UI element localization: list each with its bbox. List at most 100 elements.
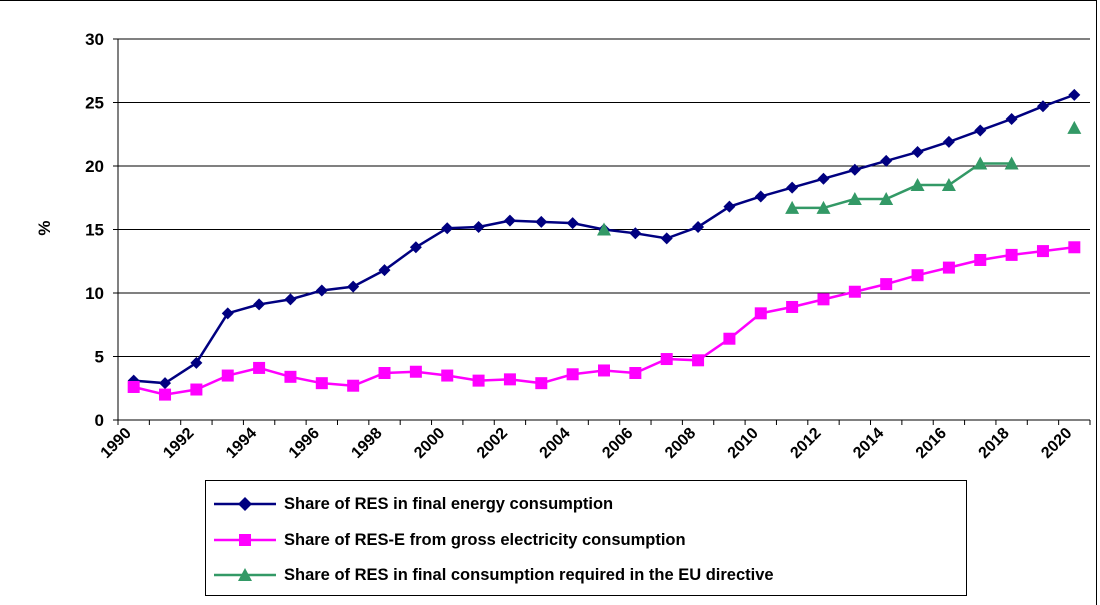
square-marker — [942, 261, 955, 274]
series-line-2 — [792, 162, 1012, 210]
diamond-marker — [786, 181, 799, 194]
y-tick-label: 30 — [85, 30, 104, 49]
diamond-marker — [754, 190, 767, 203]
x-tick-label: 2006 — [599, 425, 636, 462]
square-marker — [159, 388, 172, 401]
y-tick-label: 20 — [85, 157, 104, 176]
triangle-marker — [816, 200, 831, 214]
square-marker — [786, 300, 799, 313]
square-marker — [221, 369, 234, 382]
diamond-marker — [535, 215, 548, 228]
x-tick-label: 2014 — [850, 425, 887, 462]
square-marker — [754, 307, 767, 320]
legend-marker-triangle-icon — [214, 565, 276, 585]
x-tick-label: 1992 — [160, 425, 197, 462]
square-marker — [974, 253, 987, 266]
square-marker — [629, 367, 642, 380]
diamond-marker — [974, 124, 987, 137]
square-marker — [848, 285, 861, 298]
square-marker — [535, 377, 548, 390]
series-lines — [127, 88, 1082, 401]
triangle-marker — [597, 222, 611, 236]
square-marker — [817, 293, 830, 306]
legend-item-final-energy: Share of RES in final energy consumption — [206, 490, 613, 518]
x-tick-label: 2020 — [1038, 425, 1075, 462]
x-tick-label: 2016 — [913, 425, 950, 462]
triangle-marker — [1067, 120, 1082, 134]
diamond-marker — [911, 146, 924, 159]
y-tick-label: 25 — [85, 94, 104, 113]
x-tick-label: 2010 — [725, 425, 762, 462]
diamond-marker — [880, 154, 893, 167]
diamond-marker — [315, 284, 328, 297]
diamond-marker — [817, 172, 830, 185]
diamond-marker — [159, 377, 172, 390]
x-tick-label: 2002 — [474, 425, 511, 462]
diamond-marker — [1036, 100, 1049, 113]
diamond-marker — [284, 293, 297, 306]
square-marker — [692, 354, 705, 367]
y-axis-label: % — [35, 220, 54, 235]
square-marker — [441, 369, 454, 382]
diamond-marker — [441, 222, 454, 235]
gridlines — [118, 38, 1090, 357]
square-marker — [880, 278, 893, 291]
x-tick-label: 1994 — [223, 425, 260, 462]
diamond-marker — [378, 264, 391, 277]
square-marker — [1036, 245, 1049, 258]
y-tick-label: 5 — [95, 348, 104, 367]
diamond-marker — [660, 232, 673, 245]
diamond-marker — [1005, 113, 1018, 126]
square-marker — [409, 365, 422, 378]
triangle-marker — [941, 178, 956, 192]
y-tick-label: 0 — [95, 411, 104, 430]
diamond-marker — [190, 356, 203, 369]
diamond-marker — [723, 200, 736, 213]
x-tick-label: 2008 — [662, 425, 699, 462]
x-tick-label: 1998 — [348, 425, 385, 462]
legend-item-electricity: Share of RES-E from gross electricity co… — [206, 526, 686, 554]
triangle-marker — [1004, 156, 1019, 170]
legend-label: Share of RES in final energy consumption — [284, 494, 614, 513]
square-marker — [911, 269, 924, 282]
y-tick-label: 15 — [85, 221, 104, 240]
legend-label: Share of RES-E from gross electricity co… — [284, 530, 686, 549]
x-tick-label: 2018 — [976, 425, 1013, 462]
line-chart: 0 5 10 15 20 25 30 1990 1992 1994 1996 1998 2000 2002… — [35, 30, 1091, 462]
diamond-marker — [942, 135, 955, 148]
legend-item-eu-directive: Share of RES in final consumption requir… — [206, 561, 774, 589]
square-marker — [315, 377, 328, 390]
square-marker — [127, 380, 140, 393]
x-tick-label: 1990 — [98, 425, 135, 462]
square-marker — [190, 383, 203, 396]
diamond-marker — [347, 280, 360, 293]
axes: 0 5 10 15 20 25 30 1990 1992 1994 1996 1998 2000 2002… — [85, 30, 1091, 462]
triangle-marker — [847, 192, 862, 206]
diamond-marker — [566, 217, 579, 230]
square-marker — [723, 332, 736, 345]
square-marker — [503, 373, 516, 386]
square-marker — [347, 379, 360, 392]
diamond-marker — [692, 220, 705, 233]
diamond-marker — [472, 220, 485, 233]
square-marker — [660, 353, 673, 366]
square-marker — [253, 361, 266, 374]
series-line-0 — [133, 93, 1075, 385]
square-marker — [378, 367, 391, 380]
x-tick-label: 2012 — [787, 425, 824, 462]
diamond-marker — [629, 227, 642, 240]
diamond-marker — [848, 163, 861, 176]
square-marker — [1005, 248, 1018, 261]
x-tick-label: 1996 — [286, 425, 323, 462]
triangle-marker — [785, 200, 800, 214]
triangle-marker — [879, 192, 894, 206]
square-marker — [472, 374, 485, 387]
triangle-marker — [910, 178, 925, 192]
diamond-marker — [409, 241, 422, 254]
legend-marker-diamond-icon — [214, 494, 276, 514]
legend-marker-square-icon — [214, 530, 276, 550]
diamond-marker — [1068, 88, 1081, 101]
diamond-marker — [253, 298, 266, 311]
y-tick-label: 10 — [85, 284, 104, 303]
square-marker — [598, 364, 610, 377]
